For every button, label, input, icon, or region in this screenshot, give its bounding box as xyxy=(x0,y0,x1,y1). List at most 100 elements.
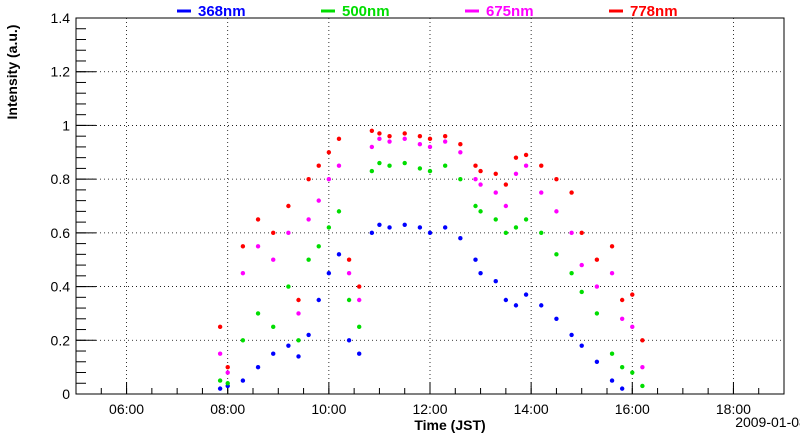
data-point xyxy=(296,354,301,359)
data-point xyxy=(316,244,321,249)
data-point xyxy=(369,230,375,236)
data-point xyxy=(539,303,544,308)
legend-label: 675nm xyxy=(486,3,534,20)
data-point xyxy=(402,136,407,142)
data-point xyxy=(336,136,342,142)
data-point xyxy=(306,217,311,222)
data-point xyxy=(286,284,291,289)
data-point xyxy=(377,131,382,136)
data-point xyxy=(217,324,223,330)
date-label: 2009-01-08 xyxy=(735,414,800,430)
data-point xyxy=(346,257,352,262)
data-point xyxy=(493,171,498,176)
data-point xyxy=(427,230,433,236)
data-point xyxy=(579,230,584,236)
data-point xyxy=(240,338,246,343)
data-point xyxy=(569,190,574,195)
data-point xyxy=(306,332,311,338)
data-point xyxy=(619,386,625,391)
data-point xyxy=(417,142,423,147)
data-point xyxy=(387,163,392,168)
data-point xyxy=(609,351,615,356)
data-point xyxy=(326,150,332,155)
data-point xyxy=(473,203,478,209)
x-tick-label: 14:00 xyxy=(514,401,549,417)
data-point xyxy=(255,311,261,316)
data-point xyxy=(286,230,291,236)
data-point xyxy=(640,338,645,343)
data-point xyxy=(569,230,574,236)
data-point xyxy=(326,225,332,230)
data-point xyxy=(473,176,478,182)
data-point xyxy=(478,182,483,187)
data-point xyxy=(609,244,615,249)
data-point xyxy=(296,297,301,303)
data-marks xyxy=(217,128,645,391)
y-tick-label: 1 xyxy=(62,117,70,133)
data-point xyxy=(271,324,276,330)
data-point xyxy=(346,270,352,276)
data-point xyxy=(458,236,463,241)
data-point xyxy=(271,351,276,356)
data-point xyxy=(458,142,463,147)
data-point xyxy=(296,338,301,343)
data-point xyxy=(225,381,230,386)
data-point xyxy=(240,244,246,249)
axes: 06:00 08:00 10:00 12:00 14:00 16:00 18:00 0 0.2 0… xyxy=(51,10,785,417)
data-point xyxy=(554,176,559,182)
data-point xyxy=(554,209,559,214)
data-point xyxy=(316,163,321,168)
data-point xyxy=(255,244,261,249)
data-point xyxy=(442,225,448,230)
data-point xyxy=(346,297,352,303)
data-point xyxy=(417,166,423,171)
data-point xyxy=(377,136,382,142)
data-point xyxy=(630,370,635,375)
data-point xyxy=(326,270,332,276)
x-tick-label: 08:00 xyxy=(210,401,245,417)
data-point xyxy=(316,198,321,203)
data-point xyxy=(594,311,600,316)
data-point xyxy=(579,343,584,348)
legend: 368nm 500nm 675nm 778nm xyxy=(177,3,678,20)
data-point xyxy=(217,386,223,391)
data-point xyxy=(619,316,625,321)
data-point xyxy=(640,383,645,389)
data-point xyxy=(473,163,478,168)
series-368nm xyxy=(217,222,625,391)
data-point xyxy=(286,203,291,209)
data-point xyxy=(478,270,483,276)
data-point xyxy=(503,182,509,187)
data-point xyxy=(493,217,498,222)
data-point xyxy=(306,257,311,262)
data-point xyxy=(336,163,342,168)
data-point xyxy=(217,378,223,383)
data-point xyxy=(387,225,392,230)
data-point xyxy=(513,303,519,308)
series-500nm xyxy=(217,160,645,389)
legend-label: 368nm xyxy=(198,3,246,20)
data-point xyxy=(255,364,261,370)
data-point xyxy=(316,297,321,303)
data-point xyxy=(619,297,625,303)
y-tick-label: 1.2 xyxy=(51,64,71,80)
data-point xyxy=(478,209,483,214)
data-point xyxy=(369,168,375,174)
data-point xyxy=(513,155,519,160)
data-point xyxy=(619,364,625,370)
y-tick-label: 0.8 xyxy=(51,171,71,187)
data-point xyxy=(377,222,382,227)
data-point xyxy=(271,257,276,262)
data-point xyxy=(569,270,574,276)
data-point xyxy=(369,128,375,133)
legend-label: 500nm xyxy=(342,3,390,20)
x-tick-label: 18:00 xyxy=(716,401,751,417)
data-point xyxy=(503,203,509,209)
data-point xyxy=(473,257,478,262)
data-point xyxy=(336,252,342,257)
y-tick-label: 0 xyxy=(62,386,70,402)
y-tick-label: 0.2 xyxy=(51,332,71,348)
data-point xyxy=(539,190,544,195)
data-point xyxy=(427,136,433,142)
